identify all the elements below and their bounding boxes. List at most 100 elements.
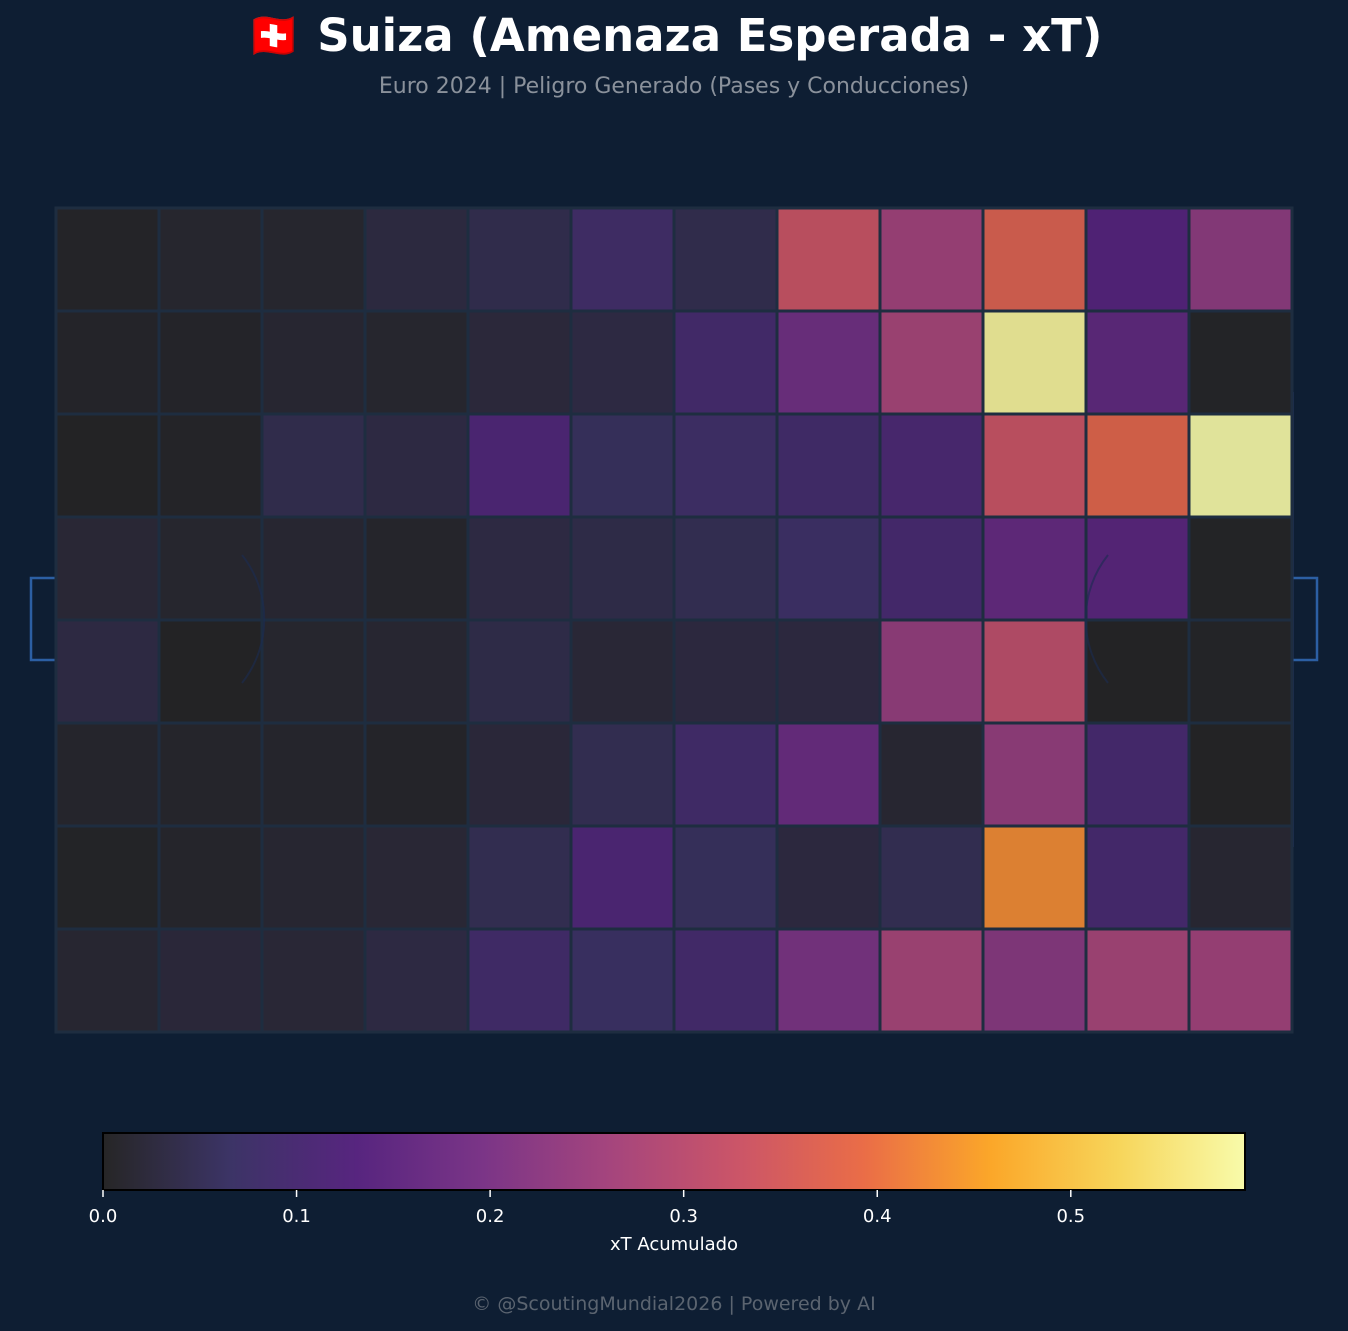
heatmap-cell bbox=[260, 309, 367, 416]
heatmap-cell bbox=[54, 412, 161, 519]
heatmap-cell bbox=[775, 721, 882, 828]
heatmap-cell bbox=[1084, 412, 1191, 519]
heatmap-cell bbox=[260, 515, 367, 622]
heatmap-cell bbox=[157, 206, 264, 313]
heatmap-cell bbox=[363, 618, 470, 725]
heatmap-cell bbox=[1084, 206, 1191, 313]
heatmap-cell bbox=[569, 927, 676, 1034]
heatmap-cell bbox=[1187, 927, 1294, 1034]
heatmap-cell bbox=[775, 412, 882, 519]
heatmap-cell bbox=[466, 206, 573, 313]
heatmap-cell bbox=[466, 721, 573, 828]
heatmap-cell bbox=[1187, 412, 1294, 519]
heatmap-cell bbox=[672, 927, 779, 1034]
heatmap-cell bbox=[54, 618, 161, 725]
heatmap-cell bbox=[54, 309, 161, 416]
heatmap-cell bbox=[981, 927, 1088, 1034]
heatmap-cell bbox=[157, 721, 264, 828]
heatmap-cell bbox=[54, 927, 161, 1034]
colorbar-ticks: 0.0 0.1 0.2 0.3 0.4 0.5 bbox=[89, 1190, 1085, 1227]
heatmap-cell bbox=[363, 309, 470, 416]
heatmap-cell bbox=[260, 721, 367, 828]
heatmap-cell bbox=[775, 824, 882, 931]
heatmap-cell bbox=[1084, 927, 1191, 1034]
colorbar-tick-label: 0.2 bbox=[476, 1206, 505, 1227]
heatmap-cell bbox=[260, 412, 367, 519]
heatmap-cell bbox=[878, 206, 985, 313]
heatmap-cell bbox=[466, 824, 573, 931]
heatmap-cell bbox=[157, 618, 264, 725]
heatmap-cell bbox=[878, 927, 985, 1034]
heatmap-cell bbox=[775, 927, 882, 1034]
heatmap-cell bbox=[672, 824, 779, 931]
heatmap-cell bbox=[878, 309, 985, 416]
heatmap-cell bbox=[1187, 206, 1294, 313]
heatmap-cell bbox=[260, 927, 367, 1034]
chart-title: 🇨🇭 Suiza (Amenaza Esperada - xT) bbox=[245, 9, 1103, 62]
left-goal bbox=[29, 576, 55, 662]
heatmap-cell bbox=[878, 515, 985, 622]
heatmap-cell bbox=[981, 309, 1088, 416]
heatmap-cell bbox=[466, 412, 573, 519]
chart-subtitle: Euro 2024 | Peligro Generado (Pases y Co… bbox=[378, 74, 970, 99]
heatmap-cell bbox=[981, 721, 1088, 828]
colorbar-tick-label: 0.4 bbox=[863, 1206, 892, 1227]
heatmap-cell bbox=[672, 721, 779, 828]
heatmap-cell bbox=[363, 412, 470, 519]
colorbar-label: xT Acumulado bbox=[610, 1234, 738, 1255]
heatmap-cell bbox=[54, 206, 161, 313]
heatmap-cell bbox=[363, 824, 470, 931]
heatmap-cell bbox=[466, 309, 573, 416]
heatmap-cell bbox=[363, 721, 470, 828]
heatmap-cell bbox=[569, 309, 676, 416]
heatmap-cell bbox=[157, 515, 264, 622]
heatmap-cells bbox=[54, 206, 1294, 1034]
heatmap-cell bbox=[1187, 618, 1294, 725]
heatmap-cell bbox=[1084, 309, 1191, 416]
heatmap-cell bbox=[775, 515, 882, 622]
heatmap-cell bbox=[672, 618, 779, 725]
heatmap-cell bbox=[981, 412, 1088, 519]
left-penalty-arc bbox=[241, 554, 266, 684]
heatmap-cell bbox=[363, 206, 470, 313]
heatmap-cell bbox=[878, 618, 985, 725]
heatmap-cell bbox=[54, 515, 161, 622]
pitch-overlay bbox=[29, 206, 1319, 1034]
heatmap-cell bbox=[1187, 824, 1294, 931]
heatmap-cell bbox=[157, 309, 264, 416]
heatmap-cell bbox=[775, 206, 882, 313]
heatmap-cell bbox=[260, 618, 367, 725]
heatmap-cell bbox=[569, 206, 676, 313]
colorbar bbox=[102, 1132, 1246, 1191]
heatmap-cell bbox=[1187, 309, 1294, 416]
heatmap-cell bbox=[1187, 515, 1294, 622]
right-penalty-arc bbox=[1084, 554, 1109, 684]
heatmap-cell bbox=[775, 309, 882, 416]
heatmap-cell bbox=[672, 412, 779, 519]
heatmap-cell bbox=[54, 824, 161, 931]
colorbar-tick-label: 0.5 bbox=[1056, 1206, 1085, 1227]
heatmap-cell bbox=[260, 206, 367, 313]
heatmap-cell bbox=[466, 618, 573, 725]
heatmap-cell bbox=[157, 824, 264, 931]
heatmap-cell bbox=[981, 515, 1088, 622]
heatmap-cell bbox=[157, 412, 264, 519]
heatmap-cell bbox=[363, 927, 470, 1034]
heatmap-cell bbox=[54, 721, 161, 828]
heatmap-cell bbox=[363, 515, 470, 622]
heatmap-cell bbox=[672, 206, 779, 313]
heatmap-cell bbox=[569, 824, 676, 931]
heatmap-cell bbox=[260, 824, 367, 931]
heatmap-cell bbox=[1084, 721, 1191, 828]
heatmap-cell bbox=[878, 412, 985, 519]
colorbar-tick-label: 0.0 bbox=[89, 1206, 118, 1227]
colorbar-tick-label: 0.3 bbox=[669, 1206, 698, 1227]
heatmap-cell bbox=[981, 618, 1088, 725]
heatmap-cell bbox=[1187, 721, 1294, 828]
heatmap-cell bbox=[775, 618, 882, 725]
heatmap-cell bbox=[569, 515, 676, 622]
heatmap-cell bbox=[1084, 824, 1191, 931]
heatmap-cell bbox=[1084, 515, 1191, 622]
heatmap-cell bbox=[878, 721, 985, 828]
